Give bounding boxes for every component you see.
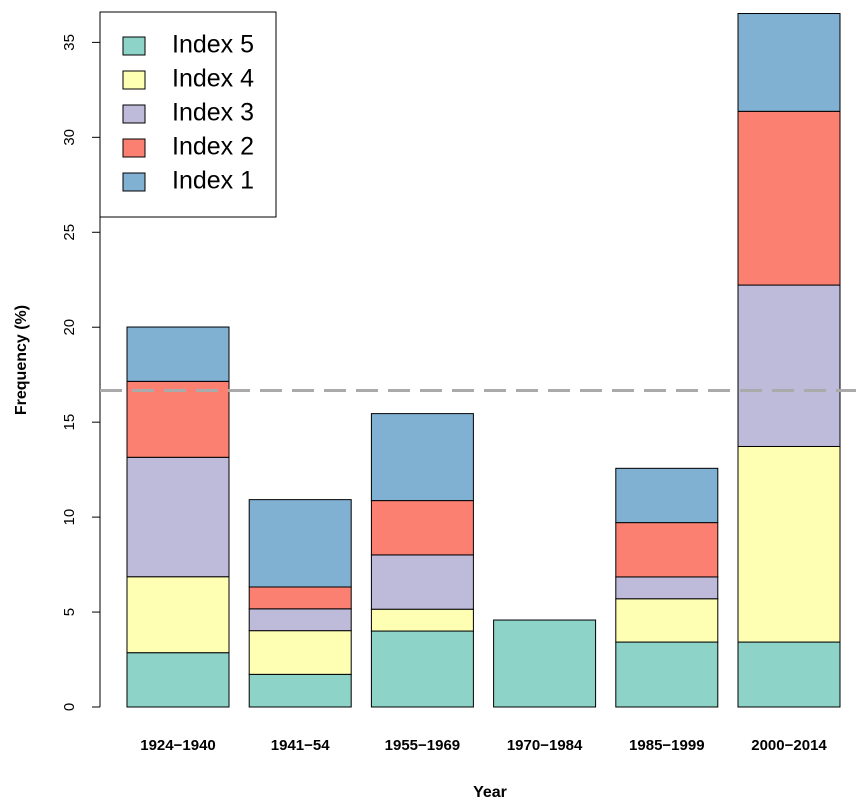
x-tick-label: 2000−2014 xyxy=(751,737,827,754)
bar-segment xyxy=(737,284,841,447)
legend-label: Index 2 xyxy=(172,133,254,161)
bar-segment xyxy=(248,630,352,675)
bar-segment xyxy=(370,608,474,632)
bar-segment xyxy=(615,467,719,524)
bar-segment xyxy=(493,619,597,708)
legend-label: Index 1 xyxy=(172,167,254,195)
bar-segment xyxy=(248,608,352,632)
bar-segment xyxy=(370,413,474,502)
bar-segment xyxy=(737,110,841,286)
legend-label: Index 3 xyxy=(172,99,254,127)
bar-segment xyxy=(126,456,230,578)
x-tick-label: 1985−1999 xyxy=(629,737,705,754)
bar-segment xyxy=(737,445,841,643)
y-tick-label: 10 xyxy=(61,509,78,526)
y-tick-label: 20 xyxy=(61,319,78,336)
bar-segment xyxy=(370,630,474,708)
y-tick-label: 30 xyxy=(61,129,78,146)
bar-segment xyxy=(126,326,230,382)
y-axis-label: Frequency (%) xyxy=(13,305,30,415)
bar-segment xyxy=(126,652,230,708)
legend-swatch xyxy=(122,104,146,124)
y-tick-label: 5 xyxy=(61,608,78,616)
legend-label: Index 5 xyxy=(172,31,254,59)
bar-segment xyxy=(248,586,352,610)
legend-label: Index 4 xyxy=(172,65,254,93)
y-tick-label: 25 xyxy=(61,224,78,241)
legend-swatch xyxy=(122,138,146,158)
bar-segment xyxy=(615,522,719,578)
x-tick-label: 1941−54 xyxy=(271,737,330,754)
x-axis-label: Year xyxy=(473,784,507,801)
bar-segment xyxy=(370,554,474,610)
bar-segment xyxy=(126,576,230,654)
bar-segment xyxy=(370,500,474,556)
bar-segment xyxy=(126,380,230,458)
legend-swatch xyxy=(122,172,146,192)
y-tick-label: 35 xyxy=(61,34,78,51)
bar-segment xyxy=(737,13,841,112)
x-tick-label: 1970−1984 xyxy=(507,737,583,754)
y-tick-label: 0 xyxy=(61,703,78,711)
bar-segment xyxy=(737,641,841,708)
bar-segment xyxy=(248,673,352,708)
bar-segment xyxy=(248,499,352,588)
bar-segment xyxy=(615,598,719,643)
x-tick-label: 1955−1969 xyxy=(385,737,461,754)
legend-swatch xyxy=(122,70,146,90)
y-tick-label: 15 xyxy=(61,414,78,431)
bar-segment xyxy=(615,641,719,708)
x-tick-label: 1924−1940 xyxy=(140,737,216,754)
bar-segment xyxy=(615,576,719,600)
legend-swatch xyxy=(122,36,146,56)
